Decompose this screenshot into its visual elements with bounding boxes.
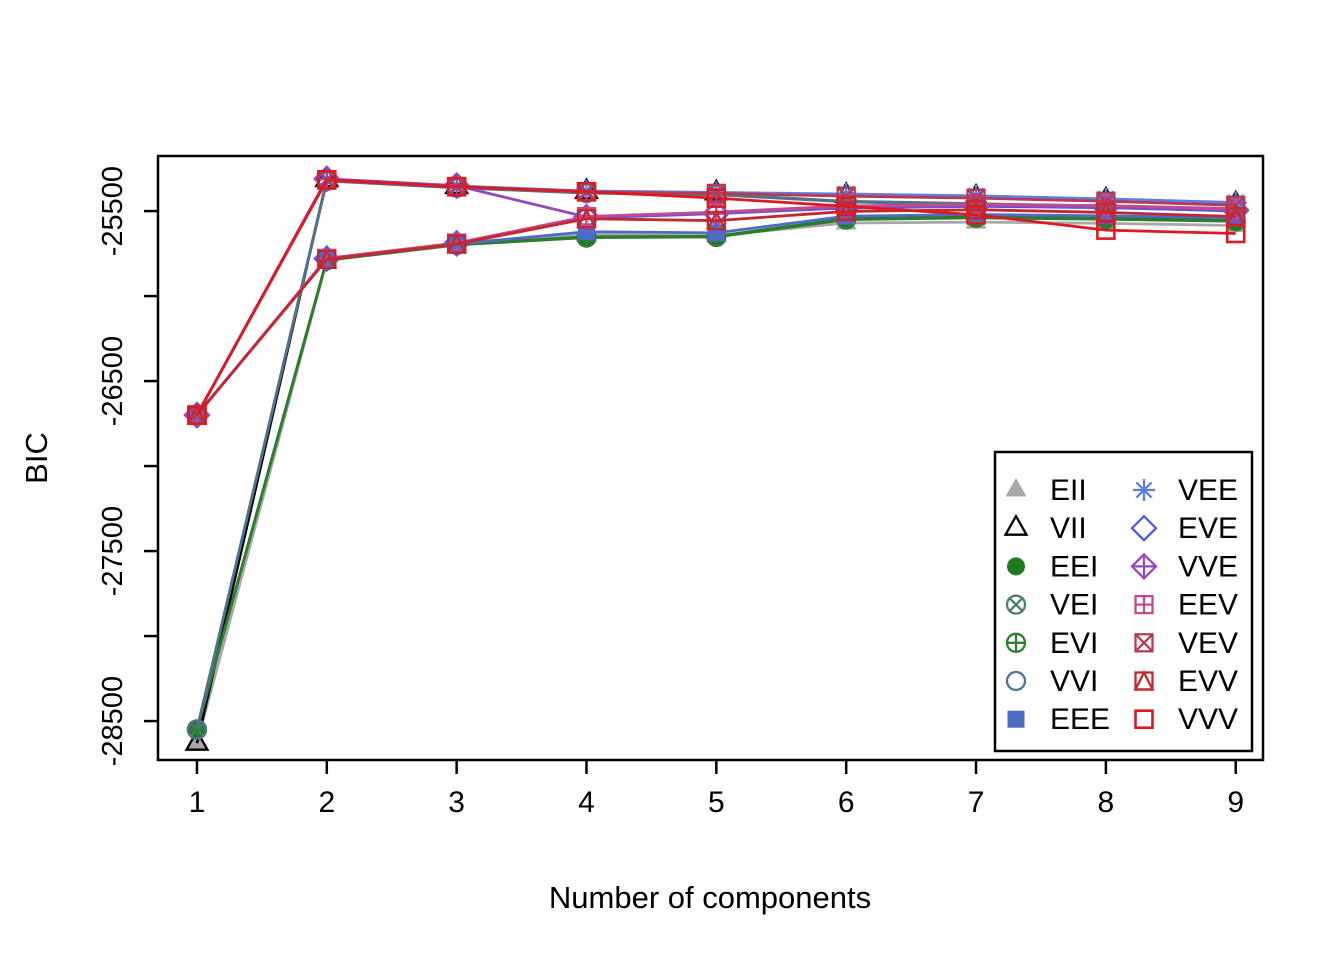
marker-square-triangle — [576, 207, 597, 229]
x-tick-label: 2 — [318, 786, 335, 819]
legend-label-EEE: EEE — [1050, 703, 1110, 736]
legend-label-VVV: VVV — [1178, 703, 1238, 736]
marker-square-open — [446, 176, 467, 197]
marker-circle-open — [1005, 670, 1027, 692]
legend-label-EVE: EVE — [1178, 512, 1238, 545]
marker-circle-filled — [1007, 557, 1025, 576]
legend-item-VEE: VEE — [1133, 474, 1238, 507]
marker-circle-plus — [1005, 632, 1027, 653]
marker-diamond-plus — [1130, 552, 1158, 581]
legend-item-EEE: EEE — [1007, 703, 1110, 736]
marker-triangle-open — [184, 728, 210, 751]
legend-item-VEI: VEI — [1005, 589, 1098, 622]
marker-triangle-filled — [1005, 478, 1027, 497]
x-tick-label: 8 — [1098, 786, 1115, 819]
marker-circle-open — [186, 719, 208, 740]
x-tick-label: 7 — [968, 786, 985, 819]
legend-label-EEI: EEI — [1050, 550, 1098, 583]
marker-square-x — [1134, 633, 1154, 653]
x-tick-label: 4 — [578, 786, 595, 819]
marker-asterisk — [1133, 479, 1155, 501]
series-EEE — [188, 205, 1245, 424]
legend-label-VVI: VVI — [1050, 665, 1098, 698]
legend-label-EVV: EVV — [1178, 665, 1238, 698]
y-axis-title: BIC — [19, 432, 54, 484]
marker-square-x — [1226, 195, 1246, 215]
marker-diamond-open — [1130, 514, 1158, 542]
legend-label-VII: VII — [1050, 512, 1087, 545]
marker-square-open — [187, 405, 207, 425]
marker-square-open — [966, 205, 986, 225]
marker-square-open — [1134, 709, 1154, 730]
legend-item-EEI: EEI — [1007, 550, 1098, 583]
marker-square-open — [576, 181, 597, 202]
legend-item-VVI: VVI — [1005, 665, 1098, 698]
y-tick-label: -27500 — [97, 506, 129, 596]
y-tick-label: -26500 — [97, 336, 129, 426]
x-axis-title: Number of components — [549, 880, 871, 915]
marker-square-open — [1225, 223, 1246, 244]
x-tick-label: 1 — [189, 786, 206, 819]
series-EVV — [186, 198, 1247, 425]
legend-label-VEV: VEV — [1178, 627, 1238, 660]
x-tick-label: 9 — [1227, 786, 1244, 819]
legend-label-VEE: VEE — [1178, 474, 1238, 507]
legend-label-EVI: EVI — [1050, 627, 1098, 660]
legend-item-EEV: EEV — [1134, 589, 1238, 622]
legend-item-VVE: VVE — [1130, 550, 1238, 583]
x-tick-label: 6 — [838, 786, 855, 819]
y-tick-label: -28500 — [97, 676, 129, 766]
marker-square-plus — [1134, 594, 1154, 615]
legend-item-EII: EII — [1005, 474, 1087, 507]
y-tick-label: -25500 — [97, 166, 129, 256]
marker-triangle-open — [1003, 513, 1029, 536]
marker-square-open — [706, 188, 727, 208]
legend-item-VII: VII — [1003, 512, 1087, 545]
series-line-VVV — [195, 178, 1236, 416]
marker-square-filled — [1007, 710, 1025, 728]
legend-item-EVI: EVI — [1005, 627, 1098, 660]
legend-label-EII: EII — [1050, 474, 1087, 507]
plot-box — [156, 154, 1265, 762]
legend-item-VVV: VVV — [1134, 703, 1238, 736]
marker-square-open — [836, 196, 856, 217]
marker-square-triangle — [316, 248, 338, 270]
series-VVV — [187, 169, 1246, 425]
series-line-EVV — [195, 208, 1236, 416]
marker-square-triangle — [446, 232, 468, 254]
marker-square-x — [1096, 191, 1116, 211]
marker-circle-x — [1005, 594, 1027, 615]
legend-label-EEV: EEV — [1178, 589, 1238, 622]
legend-label-VVE: VVE — [1178, 550, 1238, 583]
marker-square-open — [1096, 220, 1116, 240]
x-tick-label: 3 — [448, 786, 465, 819]
legend-item-VEV: VEV — [1134, 627, 1238, 660]
legend-item-EVV: EVV — [1133, 665, 1238, 698]
marker-square-open — [317, 169, 337, 190]
x-tick-label: 5 — [708, 786, 725, 819]
legend-label-VEI: VEI — [1050, 589, 1098, 622]
legend-item-EVE: EVE — [1130, 512, 1238, 545]
marker-square-triangle — [1133, 669, 1155, 691]
marker-square-triangle — [705, 209, 727, 231]
legend-box — [993, 450, 1254, 753]
